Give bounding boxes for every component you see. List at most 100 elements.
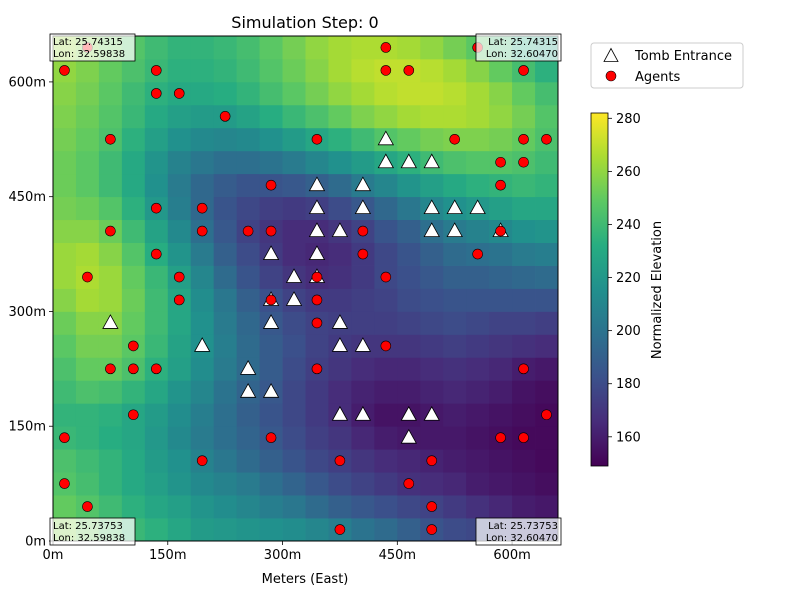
heatmap-cell	[236, 36, 260, 60]
heatmap-cell	[167, 242, 192, 266]
heatmap-cell	[121, 150, 146, 175]
heatmap-cell	[535, 334, 559, 358]
heatmap-cell	[236, 449, 260, 473]
heatmap-cell	[466, 127, 490, 152]
heatmap-cell	[466, 219, 490, 243]
heatmap-cell	[98, 104, 123, 129]
agent-marker	[242, 225, 254, 237]
agent-marker	[82, 501, 93, 512]
heatmap-cell	[420, 311, 444, 335]
heatmap-cell	[397, 518, 421, 542]
heatmap-cell	[236, 495, 260, 519]
heatmap-cell	[374, 288, 398, 312]
heatmap-cell	[489, 449, 513, 473]
heatmap-cell	[443, 472, 467, 496]
heatmap-cell	[397, 173, 421, 198]
heatmap-cell	[190, 357, 215, 381]
heatmap-cell	[213, 403, 238, 427]
heatmap-cell	[167, 380, 192, 404]
heatmap-cell	[466, 104, 490, 129]
chart-title: Simulation Step: 0	[231, 13, 378, 32]
heatmap-cell	[213, 36, 238, 60]
agent-marker	[105, 134, 116, 145]
heatmap-cell	[121, 242, 146, 266]
agent-marker	[151, 363, 162, 375]
heatmap-cell	[98, 380, 123, 404]
agent-marker	[311, 363, 323, 375]
agent-marker	[495, 156, 506, 168]
heatmap-cell	[282, 58, 306, 83]
heatmap-cell	[374, 196, 398, 221]
heatmap-cell	[443, 58, 467, 83]
heatmap-cell	[535, 150, 559, 175]
heatmap-cell	[144, 288, 169, 312]
tomb-entrance-marker	[446, 199, 463, 215]
heatmap-cell	[351, 265, 375, 289]
heatmap-cell	[144, 449, 169, 473]
agent-marker	[403, 65, 415, 76]
agent-marker	[449, 134, 461, 145]
heatmap-cell	[259, 357, 283, 381]
heatmap-cell	[328, 150, 352, 175]
heatmap-cell	[282, 81, 306, 106]
heatmap-cell	[466, 449, 490, 473]
corner-label-box	[49, 33, 136, 62]
legend-marker-agents	[605, 70, 617, 82]
heatmap-cell	[282, 104, 306, 129]
heatmap-cell	[259, 518, 283, 542]
heatmap-cell	[75, 81, 100, 106]
heatmap-cell	[351, 81, 375, 106]
heatmap-cell	[466, 58, 490, 83]
heatmap-cell	[121, 58, 146, 83]
heatmap-cell	[213, 426, 238, 450]
heatmap-cell	[374, 380, 398, 404]
agent-marker	[518, 65, 529, 76]
agent-marker	[265, 294, 277, 306]
heatmap-cell	[282, 472, 306, 496]
heatmap-cell	[236, 403, 260, 427]
heatmap-cell	[466, 265, 490, 289]
heatmap-cell	[121, 311, 146, 335]
agent-marker	[495, 432, 506, 444]
heatmap-cell	[351, 518, 375, 542]
heatmap-cell	[167, 150, 192, 175]
heatmap-cell	[305, 472, 329, 496]
heatmap-cell	[75, 288, 100, 312]
heatmap-cell	[236, 426, 260, 450]
legend-label-agents: Agents	[635, 70, 680, 85]
heatmap-cell	[512, 196, 536, 221]
heatmap-cell	[121, 495, 146, 519]
heatmap-cell	[282, 495, 306, 519]
heatmap-cell	[397, 334, 421, 358]
heatmap-cell	[466, 288, 490, 312]
heatmap-cell	[98, 265, 123, 289]
tomb-entrance-marker	[400, 405, 417, 421]
agent-marker	[518, 363, 529, 375]
heatmap-cell	[374, 242, 398, 266]
heatmap-cell	[443, 288, 467, 312]
heatmap-cell	[98, 449, 123, 473]
heatmap-cell	[397, 265, 421, 289]
heatmap-cell	[443, 150, 467, 175]
tomb-entrance-marker	[262, 314, 280, 329]
heatmap-cell	[328, 196, 352, 221]
heatmap-cell	[121, 380, 146, 404]
heatmap-cell	[190, 380, 215, 404]
heatmap-cell	[489, 357, 513, 381]
heatmap-cell	[190, 58, 215, 83]
heatmap-cell	[167, 311, 192, 335]
heatmap-cell	[466, 426, 490, 450]
heatmap-cell	[397, 219, 421, 243]
agent-marker	[82, 271, 93, 283]
heatmap-cell	[53, 81, 77, 106]
heatmap-cell	[374, 472, 398, 496]
heatmap-cell	[374, 426, 398, 450]
heatmap-cell	[236, 104, 260, 129]
heatmap-cell	[328, 242, 352, 266]
heatmap-cell	[236, 127, 260, 152]
heatmap-cell	[236, 81, 260, 106]
heatmap-cell	[213, 173, 238, 198]
heatmap-cell	[397, 357, 421, 381]
heatmap-cell	[167, 518, 192, 542]
